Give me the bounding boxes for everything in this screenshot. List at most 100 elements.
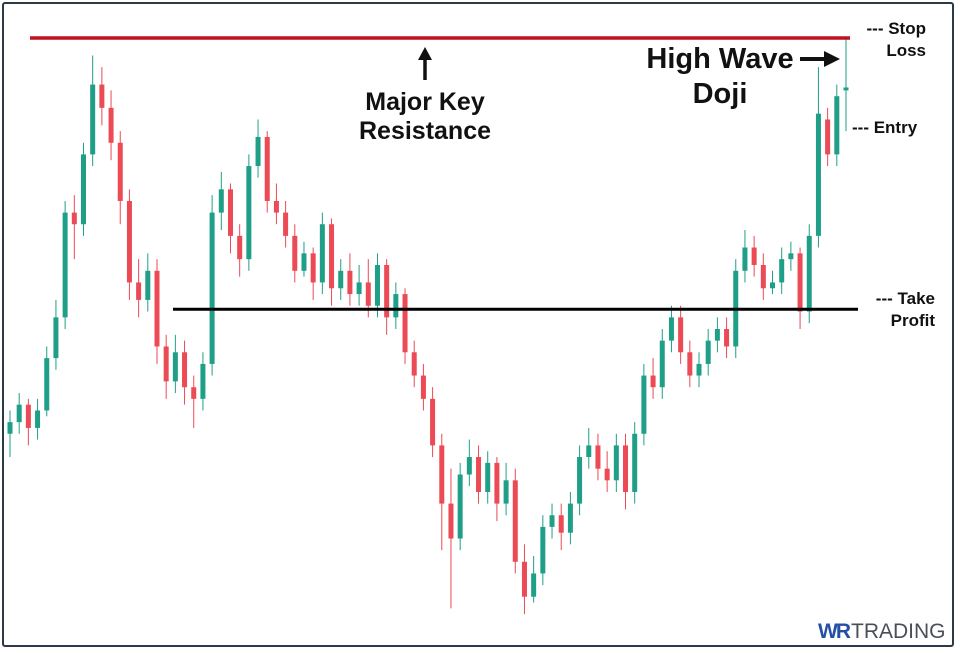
- candle: [797, 247, 803, 329]
- candle: [273, 183, 279, 225]
- candle-body: [613, 445, 619, 481]
- candle-body: [227, 189, 233, 236]
- candle-body: [494, 462, 500, 504]
- stop-loss-label: --- Stop Loss: [848, 18, 926, 62]
- candle-body: [200, 363, 206, 399]
- candle-body: [751, 247, 757, 265]
- candle-body: [319, 224, 325, 283]
- candle-body: [292, 235, 298, 271]
- candle-body: [770, 282, 776, 289]
- candle-body: [338, 270, 344, 289]
- candle: [724, 317, 730, 359]
- candle-body: [108, 107, 114, 143]
- candle-body: [218, 189, 224, 213]
- candle: [632, 422, 638, 504]
- candle-body: [439, 445, 445, 504]
- candle-body: [163, 346, 169, 382]
- wr-trading-logo: WRTRADING: [818, 620, 946, 644]
- candle-body: [393, 294, 399, 318]
- candle-body: [567, 503, 573, 533]
- candle-body: [16, 404, 22, 423]
- candle-body: [35, 410, 41, 428]
- candle-body: [310, 253, 316, 283]
- candle-body: [80, 154, 86, 225]
- candle-body: [402, 294, 408, 353]
- candle: [420, 363, 426, 411]
- candle-body: [457, 474, 463, 539]
- candle: [825, 107, 831, 167]
- candle-body: [558, 515, 564, 533]
- candle-body: [586, 445, 592, 458]
- candle-body: [62, 212, 68, 318]
- candle: [62, 200, 68, 329]
- candle: [448, 468, 454, 609]
- candle: [503, 462, 509, 516]
- candle-body: [384, 264, 390, 318]
- candle: [494, 457, 500, 522]
- candle-body: [549, 515, 555, 527]
- candle-body: [476, 457, 482, 492]
- candle: [402, 288, 408, 364]
- candle: [310, 247, 316, 300]
- candle: [264, 131, 270, 213]
- candle-body: [834, 96, 840, 155]
- candle: [347, 253, 353, 306]
- candle: [25, 398, 31, 446]
- chart-frame: [2, 2, 954, 647]
- up-arrow-icon: [418, 47, 432, 80]
- candle: [182, 340, 188, 405]
- candle-body: [632, 433, 638, 492]
- stop-loss-label-1: --- Stop: [866, 19, 926, 38]
- candle-body: [724, 329, 730, 347]
- candle: [227, 183, 233, 254]
- candle-body: [503, 480, 509, 504]
- candle-body: [815, 113, 821, 236]
- candle: [301, 241, 307, 277]
- candle: [126, 189, 132, 300]
- candle-body: [117, 142, 123, 201]
- candle-body: [126, 200, 132, 283]
- candle-body: [641, 375, 647, 434]
- candle: [714, 317, 720, 353]
- candle-body: [430, 398, 436, 446]
- candle-body: [540, 526, 546, 574]
- candle: [411, 340, 417, 388]
- candle-body: [806, 235, 812, 312]
- candle: [209, 195, 215, 376]
- take-profit-label-1: --- Take: [875, 289, 935, 308]
- candle: [595, 433, 601, 481]
- candle-body: [329, 224, 335, 289]
- candle: [466, 439, 472, 487]
- candle-body: [825, 119, 831, 155]
- candle-body: [145, 270, 151, 300]
- candle: [815, 67, 821, 248]
- candle: [540, 515, 546, 586]
- candle-body: [705, 340, 711, 364]
- candle-body: [604, 468, 610, 481]
- candle: [329, 218, 335, 306]
- candle: [742, 230, 748, 283]
- candle: [90, 55, 96, 167]
- candle: [659, 329, 665, 399]
- candle-body: [650, 375, 656, 388]
- candle-body: [512, 480, 518, 562]
- candle-body: [687, 352, 693, 376]
- candle: [200, 352, 206, 411]
- candle: [512, 468, 518, 574]
- candle: [788, 241, 794, 271]
- candle: [16, 393, 22, 434]
- candle-body: [374, 264, 380, 306]
- candle: [751, 235, 757, 277]
- candle: [577, 445, 583, 516]
- logo-trading: TRADING: [851, 620, 946, 643]
- resistance-label-1: Major Key: [365, 88, 485, 116]
- candle: [613, 433, 619, 492]
- candle: [678, 305, 684, 364]
- candle: [476, 445, 482, 504]
- candle: [806, 224, 812, 324]
- candle: [760, 253, 766, 300]
- candle: [154, 259, 160, 364]
- candle: [567, 491, 573, 545]
- candle-body: [760, 264, 766, 289]
